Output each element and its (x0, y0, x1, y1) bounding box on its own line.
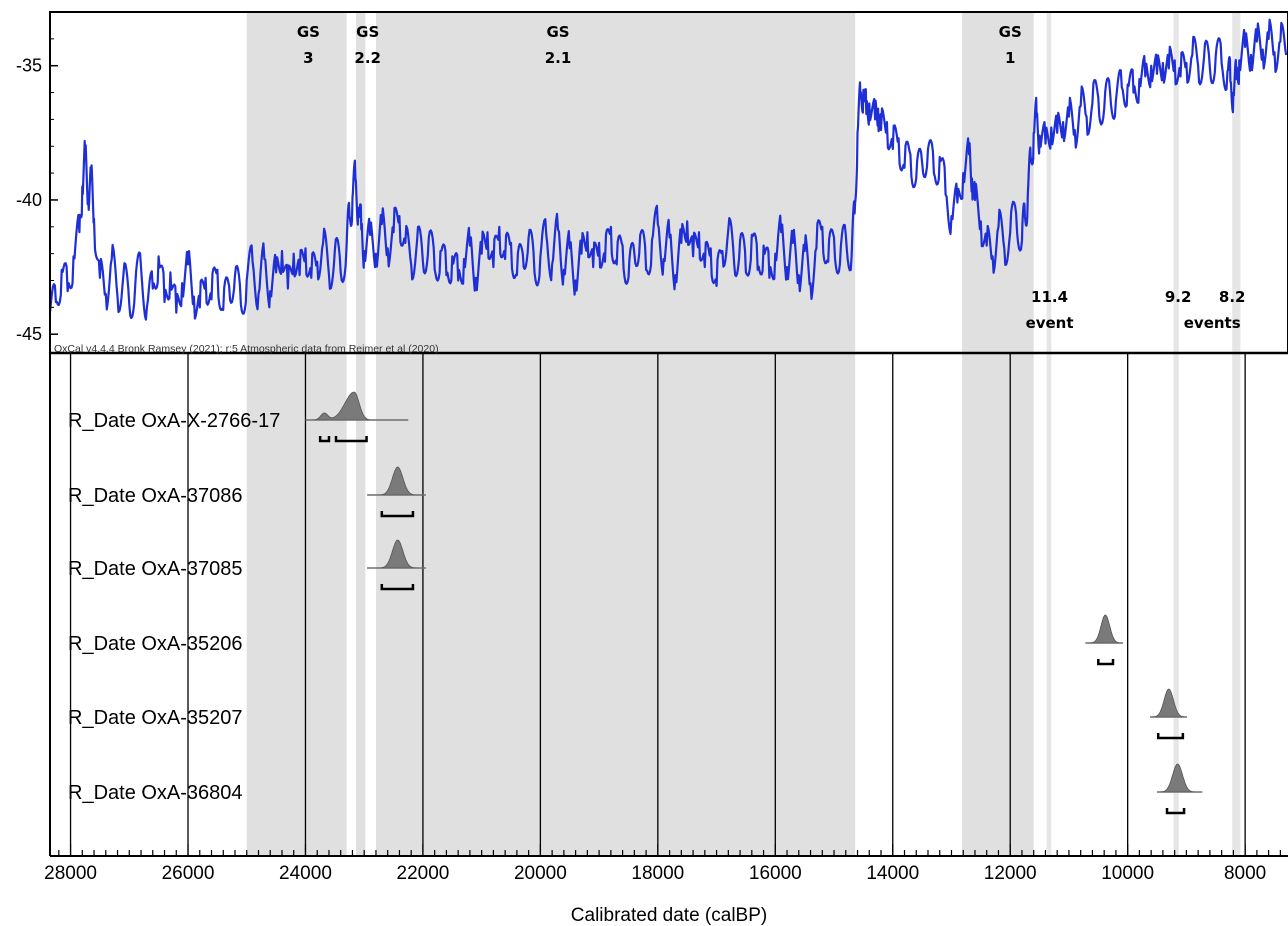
probability-distribution (1085, 614, 1123, 644)
interval-label-bottom: 3 (303, 49, 313, 67)
x-tick-label: 16000 (749, 863, 802, 884)
probability-distribution (367, 539, 426, 569)
y-tick-label: -45 (16, 324, 42, 344)
interval-label-top: GS (297, 23, 320, 41)
labels-layer: GS 3 GS 2.2 GS 2.1 GS 1 11.4 event 9.2 8.2 events R_D… (68, 23, 1245, 804)
date-row-label: R_Date OxA-36804 (68, 782, 243, 804)
x-tick-label: 14000 (866, 863, 919, 884)
range-bracket (380, 511, 415, 518)
shaded-interval-3 (962, 12, 1034, 856)
oxcal-credit-text: OxCal v4.4.4 Bronk Ramsey (2021); r:5 At… (54, 343, 439, 355)
range-bracket (380, 584, 415, 591)
probability-distribution (367, 466, 426, 496)
shaded-interval-1 (355, 12, 366, 856)
event-label-value: 11.4 (1031, 288, 1068, 306)
interval-label-top: GS (546, 23, 569, 41)
x-tick-label: 10000 (1101, 863, 1154, 884)
event-label-word: events (1184, 314, 1241, 332)
interval-label-bottom: 1 (1005, 49, 1015, 67)
y-tick-label: -35 (16, 56, 42, 76)
shaded-interval-0 (246, 12, 347, 856)
probability-distribution (1150, 688, 1187, 718)
interval-label-top: GS (356, 23, 379, 41)
interval-label-bottom: 2.1 (545, 49, 572, 67)
date-row-label: R_Date OxA-37086 (68, 485, 243, 507)
probability-distribution (305, 391, 409, 421)
date-row-label: R_Date OxA-35206 (68, 633, 243, 655)
y-tick-label: -40 (16, 190, 42, 210)
range-bracket (1097, 659, 1115, 666)
interval-label-bottom: 2.2 (354, 49, 381, 67)
date-row-label: R_Date OxA-35207 (68, 707, 243, 729)
shaded-interval-4 (1046, 12, 1052, 856)
range-bracket (334, 436, 368, 443)
interval-label-top: GS (999, 23, 1022, 41)
event-label-value: 8.2 (1219, 288, 1246, 306)
vertical-grid-layer (69, 353, 1246, 856)
x-tick-label: 24000 (279, 863, 332, 884)
range-bracket (1156, 733, 1185, 740)
x-tick-label: 20000 (514, 863, 567, 884)
range-bracket (1165, 808, 1186, 815)
calibrated-dates-layer (305, 391, 1203, 815)
shaded-interval-5 (1173, 12, 1179, 856)
interval-shading-layer (246, 12, 1241, 856)
x-tick-label: 8000 (1224, 863, 1266, 884)
x-tick-label: 26000 (162, 863, 215, 884)
probability-distribution (1157, 763, 1203, 793)
shaded-interval-6 (1232, 12, 1241, 856)
event-label-word: event (1026, 314, 1074, 332)
x-tick-label: 18000 (631, 863, 684, 884)
range-bracket (318, 436, 331, 443)
x-tick-label: 22000 (397, 863, 450, 884)
shaded-interval-2 (375, 12, 856, 856)
x-tick-label: 12000 (984, 863, 1037, 884)
isotope-series-layer (48, 18, 1288, 321)
date-row-label: R_Date OxA-X-2766-17 (68, 410, 280, 432)
x-axis-label: Calibrated date (calBP) (571, 905, 767, 926)
date-row-label: R_Date OxA-37085 (68, 558, 243, 580)
x-tick-label: 28000 (44, 863, 97, 884)
event-label-value: 9.2 (1165, 288, 1192, 306)
isotope-series-line-0 (48, 18, 1288, 321)
